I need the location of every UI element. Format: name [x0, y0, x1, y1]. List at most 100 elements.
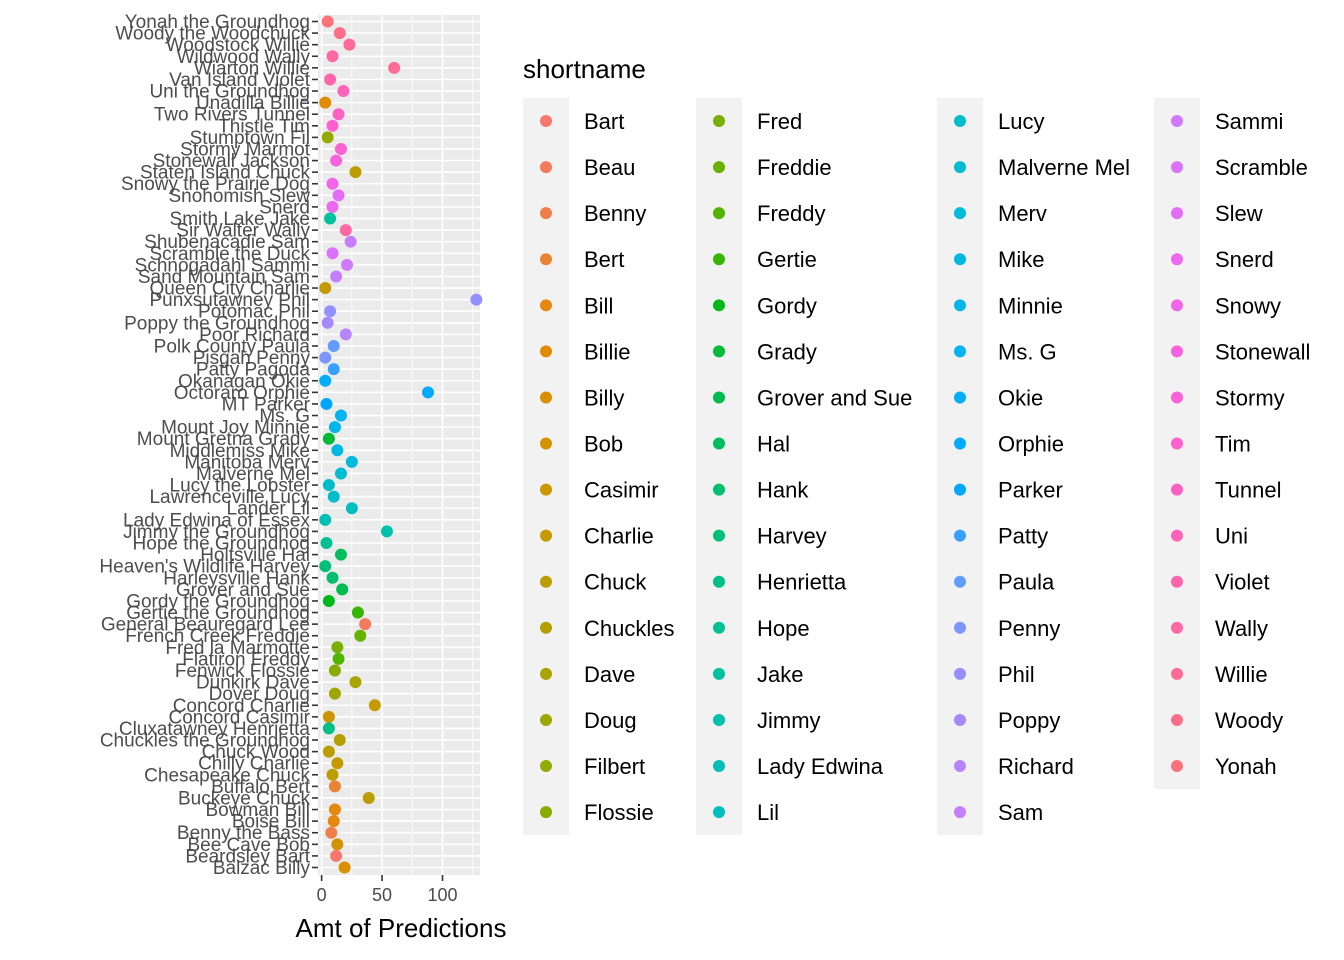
- legend-key: [954, 299, 966, 312]
- legend-label: Sammi: [1215, 109, 1283, 134]
- legend-label: Orphie: [998, 432, 1064, 457]
- y-tick-label: Van Island Violet: [169, 70, 311, 91]
- data-point: [326, 247, 339, 260]
- y-tick-label: Holtsville Hal: [200, 545, 310, 566]
- y-tick-label: Punxsutawney Phil: [149, 290, 310, 311]
- data-point: [344, 235, 357, 248]
- legend-label: Fred: [757, 109, 802, 134]
- y-tick-label: Hope the Groundhog: [133, 534, 310, 555]
- y-tick-label: Snowy the Prairie Dog: [121, 174, 310, 195]
- y-tick-label: Uni the Groundhog: [149, 82, 310, 103]
- legend-label: Billie: [584, 339, 630, 364]
- legend-label: Doug: [584, 708, 637, 733]
- legend-label: Freddie: [757, 155, 832, 180]
- data-point: [332, 108, 345, 121]
- y-tick-label: Pisgah Penny: [193, 348, 311, 369]
- data-point: [351, 606, 364, 619]
- legend-key: [713, 483, 725, 496]
- y-tick-label: Unadilla Billie: [196, 93, 310, 114]
- legend-label: Stonewall: [1215, 339, 1310, 364]
- legend-key: [540, 207, 552, 220]
- data-point: [328, 664, 341, 677]
- y-tick-label: Cluxatawney Henrietta: [119, 719, 311, 740]
- y-tick-label: Malverne Mel: [196, 464, 310, 485]
- data-point: [328, 803, 341, 816]
- legend-title: shortname: [523, 54, 646, 84]
- y-tick-label: Chuckles the Groundhog: [100, 731, 310, 752]
- y-tick-label: Wildwood Wally: [177, 47, 311, 68]
- y-tick-label: Chilly Charlie: [198, 754, 310, 775]
- data-point: [326, 119, 339, 132]
- x-axis-title: Amt of Predictions: [296, 913, 507, 943]
- y-tick-label: Benny the Bass: [177, 823, 310, 844]
- legend-label: Wally: [1215, 616, 1268, 641]
- y-tick-label: Two Rivers Tunnel: [154, 105, 310, 126]
- y-tick-label: Gertie the Groundhog: [126, 603, 310, 624]
- data-point: [326, 177, 339, 190]
- data-point: [327, 339, 340, 352]
- legend-key: [954, 391, 966, 404]
- legend-label: Dave: [584, 662, 635, 687]
- data-point: [333, 27, 346, 40]
- legend-label: Hank: [757, 478, 809, 503]
- legend-label: Henrietta: [757, 570, 847, 595]
- data-point: [322, 432, 335, 445]
- legend-key: [1171, 667, 1183, 680]
- data-point: [322, 722, 335, 735]
- y-tick-label: Poor Richard: [199, 325, 310, 346]
- y-tick-label: General Beauregard Lee: [101, 615, 310, 636]
- data-point: [343, 38, 356, 51]
- y-tick-label: Chuck Wood: [202, 742, 310, 763]
- legend-key: [540, 115, 552, 128]
- legend-label: Yonah: [1215, 754, 1277, 779]
- y-tick-label: Dover Doug: [209, 684, 310, 705]
- data-point: [334, 142, 347, 155]
- data-point: [368, 699, 381, 712]
- y-tick-label: Concord Casimir: [169, 707, 311, 728]
- legend-key: [713, 713, 725, 726]
- x-tick-label: 100: [427, 885, 457, 905]
- data-point: [333, 734, 346, 747]
- legend-key: [713, 345, 725, 358]
- data-point: [337, 85, 350, 98]
- legend-key: [1171, 529, 1183, 542]
- legend-label: Grover and Sue: [757, 385, 912, 410]
- legend-label: Violet: [1215, 570, 1270, 595]
- y-tick-label: Fred la Marmotte: [165, 638, 310, 659]
- legend-label: Richard: [998, 754, 1074, 779]
- data-point: [331, 838, 344, 851]
- data-point: [322, 594, 335, 607]
- data-point: [331, 641, 344, 654]
- data-point: [330, 270, 343, 283]
- y-tick-label: Bowman Bill: [205, 800, 310, 821]
- y-tick-label: Heaven's Wildlife Harvey: [99, 557, 310, 578]
- y-tick-label: Octoraro Orphie: [174, 383, 310, 404]
- data-point: [339, 224, 352, 237]
- y-tick-label: Lucy the Lobster: [170, 476, 311, 497]
- legend-key: [954, 713, 966, 726]
- legend-key: [540, 575, 552, 588]
- legend-key: [954, 161, 966, 174]
- legend-key: [713, 115, 725, 128]
- legend-label: Uni: [1215, 524, 1248, 549]
- y-tick-label: Sand Mountain Sam: [138, 267, 310, 288]
- legend-key: [1171, 760, 1183, 773]
- legend-key: [540, 760, 552, 773]
- data-point: [332, 189, 345, 202]
- legend-key: [1171, 253, 1183, 266]
- legend-label: Filbert: [584, 754, 645, 779]
- data-point: [354, 629, 367, 642]
- y-tick-label: Queen City Charlie: [149, 279, 310, 300]
- data-point: [322, 710, 335, 723]
- data-point: [319, 351, 332, 364]
- data-point: [322, 745, 335, 758]
- legend-key: [1171, 345, 1183, 358]
- legend-label: Casimir: [584, 478, 659, 503]
- y-tick-label: Yonah the Groundhog: [125, 12, 310, 33]
- y-tick-label: Gordy the Groundhog: [126, 591, 310, 612]
- y-tick-label: Stonewall Jackson: [153, 151, 310, 172]
- y-tick-label: Buffalo Bert: [211, 777, 311, 798]
- data-point: [321, 15, 334, 28]
- data-point: [326, 50, 339, 63]
